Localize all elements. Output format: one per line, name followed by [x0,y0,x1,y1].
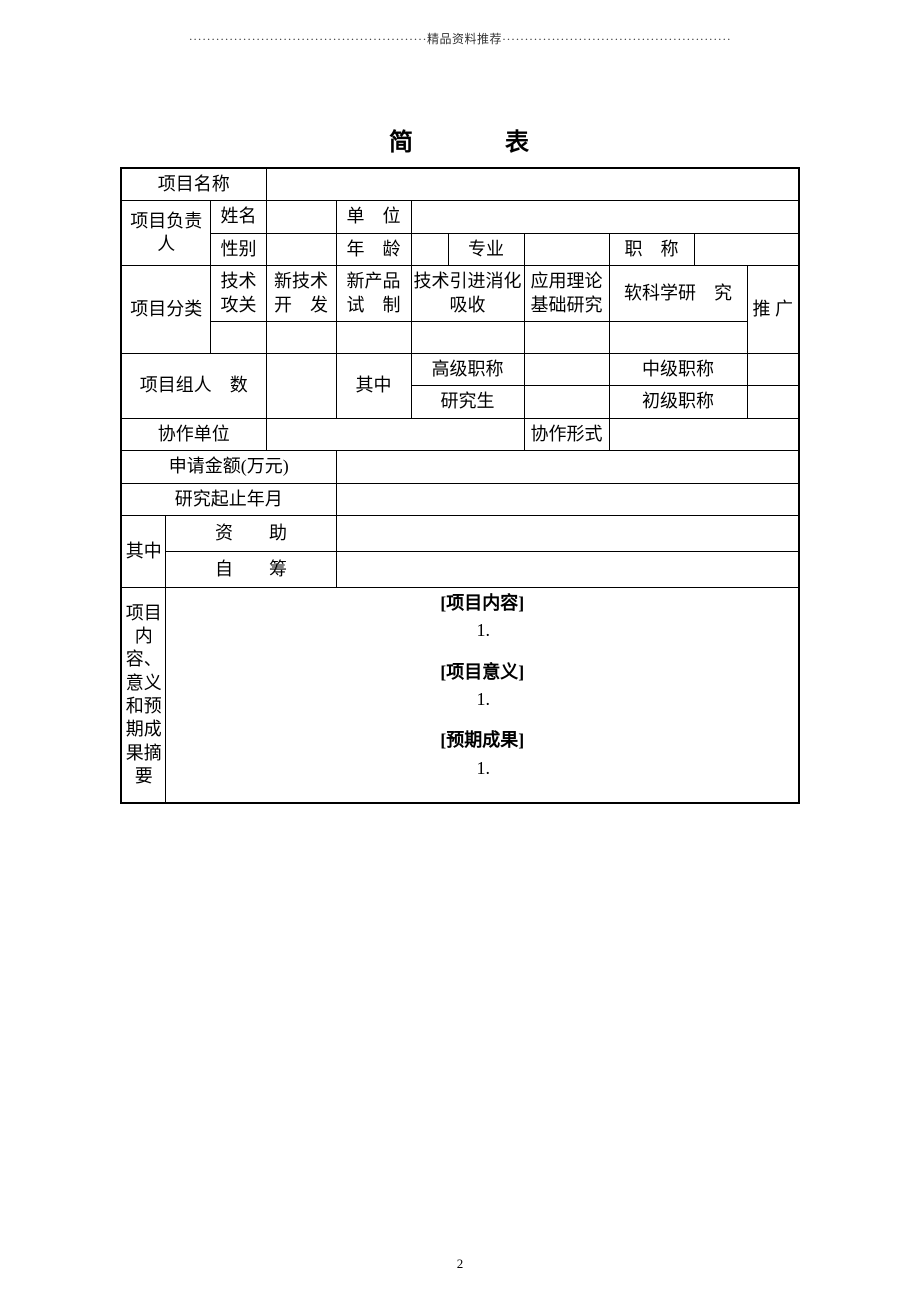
label-among: 其中 [336,353,411,418]
label-specialty: 专业 [448,233,524,265]
page-number: 2 [0,1256,920,1272]
field-title-rank[interactable] [694,233,799,265]
field-gender[interactable] [266,233,336,265]
label-apply-amount: 申请金额(万元) [121,451,336,483]
section-item-result-1: 1. [168,757,796,780]
label-category: 项目分类 [121,266,211,354]
label-funded: 资 助 [166,515,336,551]
cat-check-5[interactable] [524,321,609,353]
field-age[interactable] [411,233,448,265]
field-name[interactable] [266,201,336,233]
field-junior[interactable] [747,386,799,418]
title-part-b: 表 [505,130,531,156]
section-title-content: [项目内容] [168,592,796,615]
label-coop-unit: 协作单位 [121,418,266,450]
label-period: 研究起止年月 [121,483,336,515]
field-mid[interactable] [747,353,799,385]
label-danwei: 单 位 [336,201,411,233]
section-item-content-1: 1. [168,619,796,642]
cat-1: 技术攻关 [211,266,266,322]
label-group-count: 项目组人 数 [121,353,266,418]
field-funded[interactable] [336,515,799,551]
label-gender: 性别 [211,233,266,265]
field-group-count[interactable] [266,353,336,418]
field-coop-unit[interactable] [266,418,524,450]
cat-check-3[interactable] [336,321,411,353]
label-mid: 中级职称 [609,353,747,385]
label-title-rank: 职 称 [609,233,694,265]
label-selfraised: 自 筹 [166,551,336,587]
field-selfraised[interactable] [336,551,799,587]
field-senior[interactable] [524,353,609,385]
cat-check-1[interactable] [211,321,266,353]
label-senior: 高级职称 [411,353,524,385]
label-junior: 初级职称 [609,386,747,418]
label-coop-form: 协作形式 [524,418,609,450]
field-apply-amount[interactable] [336,451,799,483]
header-decoration: ········································… [0,0,920,47]
cat-check-2[interactable] [266,321,336,353]
cat-6: 软科学研 究 [609,266,747,322]
form-table: 项目名称 项目负责 人 姓名 单 位 性别 年 龄 专业 职 称 项目分类 技术… [120,167,800,804]
field-project-name[interactable] [266,168,799,201]
cat-check-4[interactable] [411,321,524,353]
field-specialty[interactable] [524,233,609,265]
page-title: 简表 [0,122,920,157]
field-grad[interactable] [524,386,609,418]
title-part-a: 简 [389,130,415,156]
cat-4: 技术引进消化吸收 [411,266,524,322]
cat-7: 推 广 [747,266,799,354]
section-item-meaning-1: 1. [168,688,796,711]
label-content-summary: 项目内容、意义和预期成果摘要 [121,587,166,803]
field-period[interactable] [336,483,799,515]
section-title-result: [预期成果] [168,729,796,752]
cat-5: 应用理论基础研究 [524,266,609,322]
cat-3: 新产品试 制 [336,266,411,322]
section-title-meaning: [项目意义] [168,661,796,684]
field-danwei[interactable] [411,201,799,233]
label-age: 年 龄 [336,233,411,265]
label-grad: 研究生 [411,386,524,418]
label-project-lead: 项目负责 人 [121,201,211,266]
label-among2: 其中 [121,515,166,587]
cat-check-6[interactable] [609,321,747,353]
field-coop-form[interactable] [609,418,799,450]
field-content-summary[interactable]: [项目内容] 1. [项目意义] 1. [预期成果] 1. [166,587,799,803]
label-project-name: 项目名称 [121,168,266,201]
cat-2: 新技术开 发 [266,266,336,322]
